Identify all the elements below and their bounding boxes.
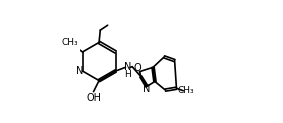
Text: OH: OH bbox=[86, 93, 101, 103]
Text: N: N bbox=[143, 85, 150, 94]
Text: CH₃: CH₃ bbox=[61, 38, 78, 47]
Text: H: H bbox=[124, 70, 131, 79]
Text: N: N bbox=[124, 62, 131, 72]
Text: N: N bbox=[76, 66, 83, 76]
Text: CH₃: CH₃ bbox=[178, 86, 195, 95]
Text: O: O bbox=[133, 63, 141, 73]
